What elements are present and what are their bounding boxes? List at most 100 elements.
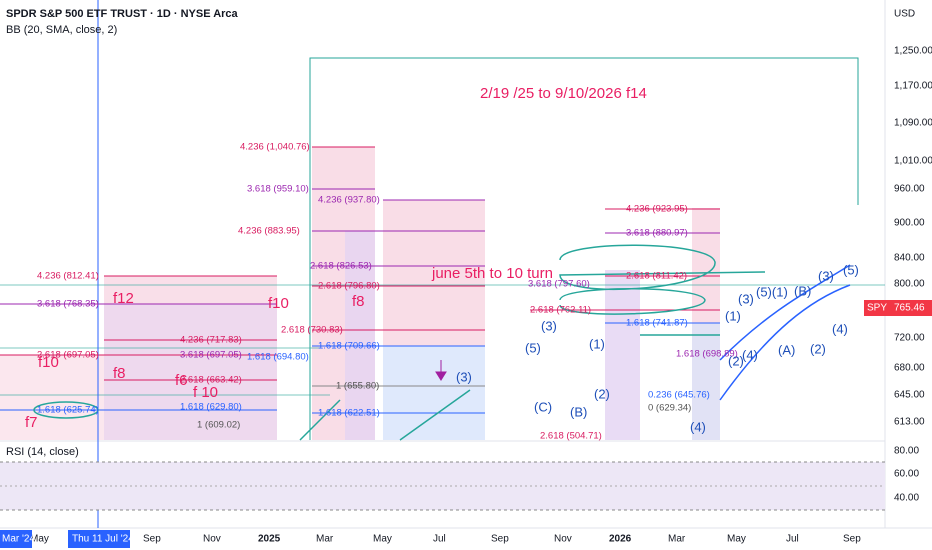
- time-label: Sep: [143, 534, 161, 545]
- fib-label: 1.618 (694.80): [247, 352, 309, 363]
- fib-label: 3.618 (697.05): [180, 350, 242, 361]
- time-axis: May Sep Nov 2025 Mar May Jul Sep Nov 202…: [0, 530, 861, 548]
- wave-label: (3): [541, 318, 557, 333]
- last-price-tag: [864, 300, 932, 316]
- crosshair-tag: [68, 530, 130, 548]
- rsi-title: RSI (14, close): [6, 446, 79, 458]
- time-label: Mar: [668, 534, 686, 545]
- time-label: 2026: [609, 534, 632, 545]
- time-label: 2025: [258, 534, 281, 545]
- time-label: Nov: [203, 534, 221, 545]
- time-label: Nov: [554, 534, 572, 545]
- fib-label: 2.618 (697.05): [37, 350, 99, 361]
- fib-label: 2.618 (504.71): [540, 431, 602, 442]
- price-label: 1,170.00: [894, 81, 932, 92]
- fib-label: 1.618 (625.74): [37, 405, 99, 416]
- fib-label: 3.618 (768.35): [37, 299, 99, 310]
- wave-label: (B): [794, 283, 811, 298]
- fib-lines: [0, 146, 885, 414]
- wave-label: (2): [728, 353, 744, 368]
- wave-label: (1): [725, 308, 741, 323]
- fib-label: 4.236 (717.83): [180, 335, 242, 346]
- fib-label: 4.236 (923.95): [626, 204, 688, 215]
- fib-label: 4.236 (812.41): [37, 271, 99, 282]
- crosshair-tag: [0, 530, 32, 548]
- price-label: 800.00: [894, 279, 925, 290]
- price-label: 900.00: [894, 218, 925, 229]
- annotations: 2/19 /25 to 9/10/2026 f14 june 5th to 10…: [25, 85, 647, 431]
- annotation: f10: [268, 295, 289, 312]
- wave-label: (B): [570, 404, 587, 419]
- fib-label: 2.618 (811.42): [626, 271, 687, 282]
- rsi-label: 40.00: [894, 493, 919, 504]
- drawings: [33, 244, 851, 441]
- price-label: 1,090.00: [894, 118, 932, 129]
- time-label: Sep: [843, 534, 861, 545]
- time-label: May: [373, 534, 392, 545]
- rsi-band: [0, 462, 885, 510]
- rsi-label: 60.00: [894, 469, 919, 480]
- time-label: Mar: [316, 534, 334, 545]
- fib-label: 0.236 (645.76): [648, 390, 710, 401]
- price-label: 840.00: [894, 253, 925, 264]
- time-label: Sep: [491, 534, 509, 545]
- wave-label: (5): [843, 262, 859, 277]
- fib-label: 1 (655.80): [336, 381, 379, 392]
- arrow-marker: [435, 360, 447, 381]
- fib-label: 2.618 (796.80): [318, 281, 380, 292]
- ticker-tag: SPY: [867, 303, 887, 314]
- price-label: 1,250.00: [894, 46, 932, 57]
- fib-label: 1.618 (698.89): [676, 349, 738, 360]
- annotation: f8: [352, 293, 365, 310]
- price-label: 680.00: [894, 363, 925, 374]
- fib-label: 4.236 (1,040.76): [240, 142, 310, 153]
- fib-label: 1.618 (629.80): [180, 402, 242, 413]
- wave-label: (3): [818, 268, 834, 283]
- currency: USD: [894, 9, 915, 20]
- fib-label: 1.618 (709.66): [318, 341, 380, 352]
- annotation: 2/19 /25 to 9/10/2026 f14: [480, 85, 647, 102]
- fib-zones: [0, 147, 720, 440]
- fib-label: 3.618 (880.97): [626, 228, 688, 239]
- time-label: Jul: [786, 534, 799, 545]
- annotation: f8: [113, 365, 126, 382]
- wave-label: (4): [690, 419, 706, 434]
- wave-label: (4): [742, 347, 758, 362]
- symbol-title: SPDR S&P 500 ETF TRUST · 1D · NYSE Arca: [6, 8, 239, 20]
- fib-label: 1.618 (741.87): [626, 318, 688, 329]
- crosshair-date: Mar '24: [2, 534, 35, 545]
- fib-label: 2.618 (826.53): [310, 261, 372, 272]
- price-label: 645.00: [894, 390, 925, 401]
- fib-labels: 4.236 (1,040.76) 3.618 (959.10) 4.236 (9…: [37, 142, 738, 442]
- last-price: 765.46: [894, 303, 925, 314]
- fib-label: 3.618 (797.60): [528, 279, 590, 290]
- wave-label: (3): [456, 369, 472, 384]
- wave-labels: (3) (1) (3) (5)(1) (B) (3) (5) (4) (2) (…: [456, 262, 859, 434]
- wave-label: (5): [525, 340, 541, 355]
- annotation: june 5th to 10 turn: [431, 265, 553, 282]
- time-label: May: [30, 534, 49, 545]
- range-bracket: [309, 57, 859, 440]
- annotation: f 10: [193, 384, 218, 401]
- fib-label: 4.236 (883.95): [238, 226, 300, 237]
- fib-label: 1.618 (622.51): [318, 408, 380, 419]
- wave-label: (2): [810, 341, 826, 356]
- wave-label: (5)(1): [756, 284, 788, 299]
- fib-label: 2.618 (762.11): [530, 305, 591, 316]
- annotation: f6: [175, 372, 188, 389]
- fib-label: 3.618 (959.10): [247, 184, 309, 195]
- crosshair-date: Thu 11 Jul '24: [72, 534, 134, 545]
- time-label: Jul: [433, 534, 446, 545]
- price-label: 613.00: [894, 417, 925, 428]
- indicator-label: BB (20, SMA, close, 2): [6, 24, 117, 36]
- price-axis: 1,250.00 1,170.00 1,090.00 1,010.00 960.…: [864, 46, 932, 504]
- wave-label: (3): [738, 291, 754, 306]
- fib-label: 1 (609.02): [197, 420, 240, 431]
- annotation: f10: [38, 354, 59, 371]
- fib-label: 2.618 (730.83): [281, 325, 343, 336]
- price-label: 960.00: [894, 184, 925, 195]
- annotation: f7: [25, 414, 38, 431]
- wave-label: (A): [778, 342, 795, 357]
- wave-label: (C): [534, 399, 552, 414]
